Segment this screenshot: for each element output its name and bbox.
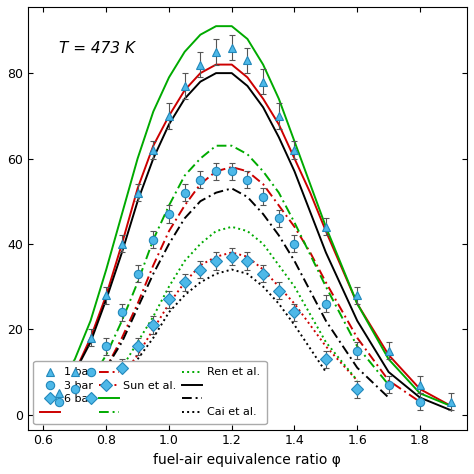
Legend: 1 bar, 3 bar, 6 bar, , , Sun et al., , , Ren et al., , , Cai et al.: 1 bar, 3 bar, 6 bar, , , Sun et al., , ,… (33, 361, 266, 424)
Text: T = 473 K: T = 473 K (59, 41, 135, 56)
X-axis label: fuel-air equivalence ratio φ: fuel-air equivalence ratio φ (154, 453, 341, 467)
